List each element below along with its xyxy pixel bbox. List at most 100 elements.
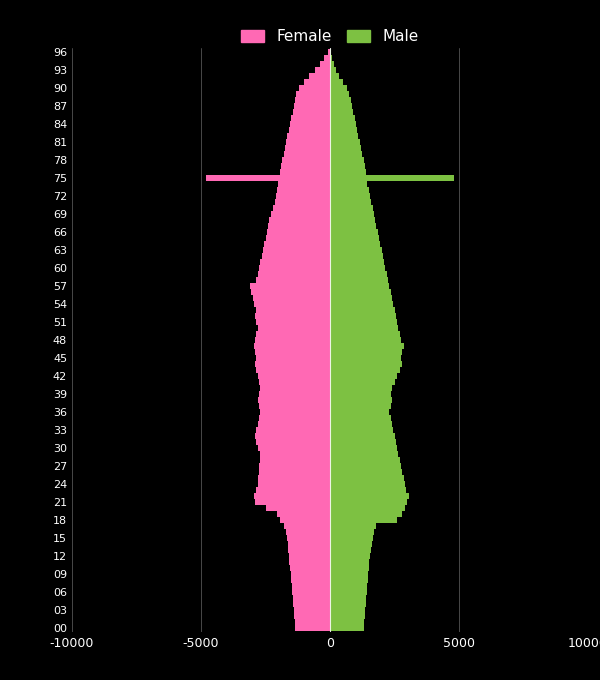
Bar <box>276 193 330 199</box>
Bar <box>292 115 330 120</box>
Bar <box>330 103 352 109</box>
Bar <box>290 571 330 577</box>
Bar <box>295 97 330 103</box>
Bar <box>330 325 398 330</box>
Bar <box>330 475 404 481</box>
Bar <box>330 121 356 126</box>
Bar <box>330 524 376 529</box>
Bar <box>330 61 334 67</box>
Bar <box>330 277 388 283</box>
Bar <box>255 337 330 343</box>
Bar <box>290 121 330 126</box>
Bar <box>330 415 391 421</box>
Bar <box>289 127 330 133</box>
Bar <box>291 577 330 583</box>
Bar <box>330 241 380 247</box>
Bar <box>287 535 330 541</box>
Bar <box>314 67 330 73</box>
Bar <box>330 577 368 583</box>
Bar <box>330 499 407 505</box>
Bar <box>330 469 402 475</box>
Bar <box>288 541 330 547</box>
Bar <box>330 217 375 222</box>
Bar <box>330 248 382 253</box>
Bar <box>330 481 405 487</box>
Bar <box>260 458 330 463</box>
Bar <box>330 73 339 78</box>
Bar <box>255 499 330 505</box>
Bar <box>299 85 330 90</box>
Bar <box>330 554 370 559</box>
Bar <box>330 163 365 169</box>
Bar <box>256 331 330 337</box>
Bar <box>330 439 396 445</box>
Bar <box>259 391 330 396</box>
Bar <box>259 265 330 271</box>
Bar <box>330 427 393 432</box>
Bar <box>251 289 330 294</box>
Bar <box>258 422 330 427</box>
Bar <box>255 313 330 319</box>
Bar <box>281 163 330 169</box>
Bar <box>330 229 378 235</box>
Bar <box>330 284 389 289</box>
Bar <box>295 619 330 625</box>
Bar <box>330 535 373 541</box>
Bar <box>254 301 330 307</box>
Bar <box>330 85 347 90</box>
Bar <box>310 73 330 78</box>
Bar <box>330 337 401 343</box>
Bar <box>260 452 330 457</box>
Bar <box>263 248 330 253</box>
Bar <box>330 91 349 97</box>
Bar <box>286 139 330 145</box>
Bar <box>330 607 365 613</box>
Bar <box>254 494 330 499</box>
Bar <box>330 403 391 409</box>
Bar <box>256 488 330 493</box>
Bar <box>330 361 402 367</box>
Bar <box>293 607 330 613</box>
Bar <box>330 422 392 427</box>
Bar <box>330 583 367 589</box>
Bar <box>330 433 395 439</box>
Bar <box>296 91 330 97</box>
Bar <box>258 325 330 330</box>
Bar <box>277 511 330 517</box>
Bar <box>256 307 330 313</box>
Bar <box>330 602 365 607</box>
Bar <box>330 547 371 553</box>
Bar <box>258 373 330 379</box>
Bar <box>330 379 395 385</box>
Bar <box>330 397 392 403</box>
Bar <box>330 356 401 360</box>
Bar <box>258 445 330 451</box>
Bar <box>258 271 330 277</box>
Bar <box>292 590 330 595</box>
Bar <box>259 463 330 469</box>
Bar <box>258 481 330 487</box>
Bar <box>330 367 400 373</box>
Bar <box>330 541 372 547</box>
Bar <box>330 67 336 73</box>
Bar <box>256 277 330 283</box>
Bar <box>320 61 330 67</box>
Bar <box>330 235 379 241</box>
Bar <box>280 169 330 175</box>
Bar <box>264 241 330 247</box>
Bar <box>256 439 330 445</box>
Bar <box>330 55 332 61</box>
Bar <box>330 307 395 313</box>
Bar <box>330 596 366 601</box>
Bar <box>330 271 387 277</box>
Bar <box>255 350 330 355</box>
Bar <box>290 566 330 571</box>
Bar <box>330 391 391 396</box>
Bar <box>330 211 374 217</box>
Bar <box>282 157 330 163</box>
Bar <box>253 295 330 301</box>
Bar <box>330 157 364 163</box>
Bar <box>295 626 330 631</box>
Bar <box>330 187 368 192</box>
Bar <box>286 530 330 535</box>
